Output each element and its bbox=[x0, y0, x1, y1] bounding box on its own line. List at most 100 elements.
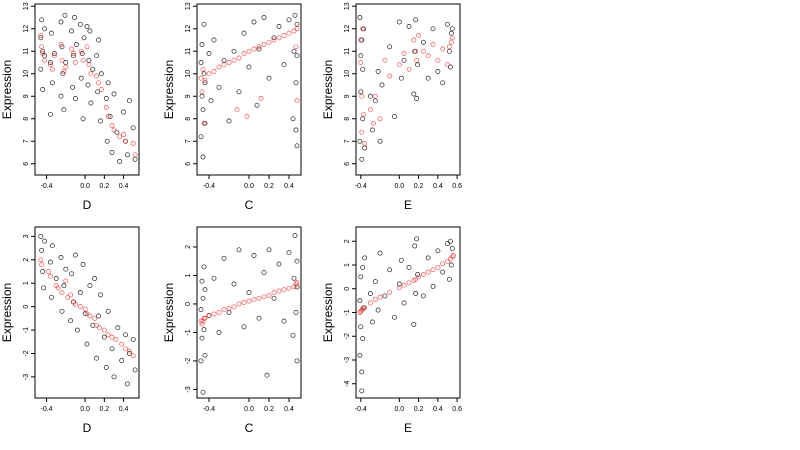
black-point bbox=[121, 109, 127, 115]
black-point bbox=[198, 358, 204, 364]
red-point bbox=[411, 37, 417, 43]
red-point bbox=[416, 274, 422, 280]
red-point bbox=[49, 66, 55, 72]
black-point bbox=[449, 245, 455, 251]
black-point bbox=[199, 93, 205, 99]
black-point bbox=[103, 96, 109, 101]
black-point bbox=[266, 247, 272, 253]
black-point bbox=[123, 332, 128, 338]
y-tick-label: 12 bbox=[185, 25, 192, 33]
black-point bbox=[95, 89, 101, 95]
black-point bbox=[446, 276, 452, 282]
red-point bbox=[202, 315, 208, 321]
black-point bbox=[413, 291, 419, 296]
black-point bbox=[200, 107, 206, 113]
black-point bbox=[92, 276, 98, 281]
black-point bbox=[448, 30, 454, 36]
black-point bbox=[132, 156, 138, 162]
black-point bbox=[84, 24, 90, 29]
red-point bbox=[199, 89, 205, 95]
red-point bbox=[293, 281, 299, 287]
red-point bbox=[261, 294, 267, 300]
black-point bbox=[115, 325, 121, 331]
black-point bbox=[38, 35, 44, 41]
black-point bbox=[201, 327, 207, 333]
red-point bbox=[201, 120, 207, 126]
black-point bbox=[72, 15, 77, 20]
red-point bbox=[69, 46, 75, 52]
panel-5: -0.4 0.0 0.2 0.4 -3 -2 -1 0 1 2 C Expression bbox=[162, 226, 302, 435]
y-tick-label: 8 bbox=[185, 117, 192, 121]
black-point bbox=[398, 257, 404, 263]
black-point bbox=[77, 21, 83, 27]
black-point bbox=[38, 233, 44, 239]
black-point bbox=[406, 24, 412, 29]
x-tick-label: -0.4 bbox=[355, 183, 367, 190]
black-point bbox=[49, 80, 55, 86]
x-tick-label: 0.6 bbox=[452, 406, 462, 413]
red-point bbox=[59, 290, 65, 296]
y-tick-label: -1 bbox=[344, 309, 351, 315]
red-point bbox=[51, 53, 57, 59]
red-point bbox=[216, 310, 222, 315]
black-point bbox=[266, 75, 272, 81]
black-point bbox=[290, 332, 296, 338]
red-point bbox=[117, 134, 123, 140]
red-point bbox=[256, 295, 262, 301]
x-tick-label: 0.2 bbox=[414, 183, 424, 190]
red-point bbox=[430, 42, 436, 47]
red-point bbox=[271, 290, 277, 296]
x-tick-label: -0.4 bbox=[41, 406, 53, 413]
x-tick-label: 0.6 bbox=[452, 183, 462, 190]
black-point bbox=[286, 250, 292, 256]
red-point bbox=[450, 253, 456, 258]
y-tick-label: 6 bbox=[185, 162, 192, 166]
panel-3: -0.4 0.0 0.2 0.4 0.6 6 7 8 9 10 11 12 13 E Expression bbox=[321, 2, 462, 212]
black-point bbox=[358, 324, 364, 330]
black-point bbox=[435, 69, 441, 74]
red-point bbox=[119, 341, 125, 347]
red-point bbox=[396, 62, 402, 68]
red-point bbox=[236, 55, 242, 61]
black-point bbox=[375, 307, 381, 313]
black-point bbox=[281, 62, 287, 68]
plot-frame bbox=[34, 3, 140, 176]
black-point bbox=[241, 30, 247, 36]
black-point bbox=[382, 293, 388, 299]
red-point bbox=[266, 292, 272, 298]
black-point bbox=[360, 336, 366, 342]
y-tick-label: 3 bbox=[23, 234, 30, 238]
red-point bbox=[359, 129, 365, 135]
black-point bbox=[68, 318, 74, 324]
y-tick-label: 6 bbox=[23, 162, 30, 166]
red-point bbox=[286, 30, 292, 36]
y-axis-label: Expression bbox=[321, 283, 335, 342]
red-point bbox=[362, 305, 368, 311]
plot-frame bbox=[34, 226, 140, 399]
black-point bbox=[291, 48, 297, 54]
y-tick-label: 0 bbox=[185, 302, 192, 306]
red-point bbox=[294, 98, 300, 104]
black-point bbox=[84, 341, 90, 347]
black-point bbox=[79, 51, 85, 56]
black-point bbox=[132, 367, 138, 373]
black-point bbox=[294, 21, 300, 27]
red-point bbox=[88, 71, 94, 77]
red-point bbox=[42, 57, 48, 63]
black-point bbox=[81, 35, 87, 41]
red-point bbox=[449, 254, 455, 260]
panel-1: -0.4 0.0 0.2 0.4 6 7 8 9 10 11 12 13 D Expression bbox=[0, 2, 140, 212]
black-point bbox=[80, 116, 86, 122]
black-point bbox=[246, 64, 252, 70]
black-point bbox=[241, 324, 247, 330]
black-point bbox=[294, 143, 300, 149]
x-tick-label: 0.4 bbox=[284, 406, 294, 413]
black-point bbox=[430, 26, 436, 32]
red-point bbox=[401, 282, 407, 288]
black-point bbox=[286, 17, 292, 23]
black-point bbox=[47, 259, 53, 265]
black-point bbox=[420, 39, 426, 45]
red-point bbox=[211, 69, 217, 74]
black-point bbox=[445, 241, 450, 247]
black-point bbox=[69, 271, 75, 277]
